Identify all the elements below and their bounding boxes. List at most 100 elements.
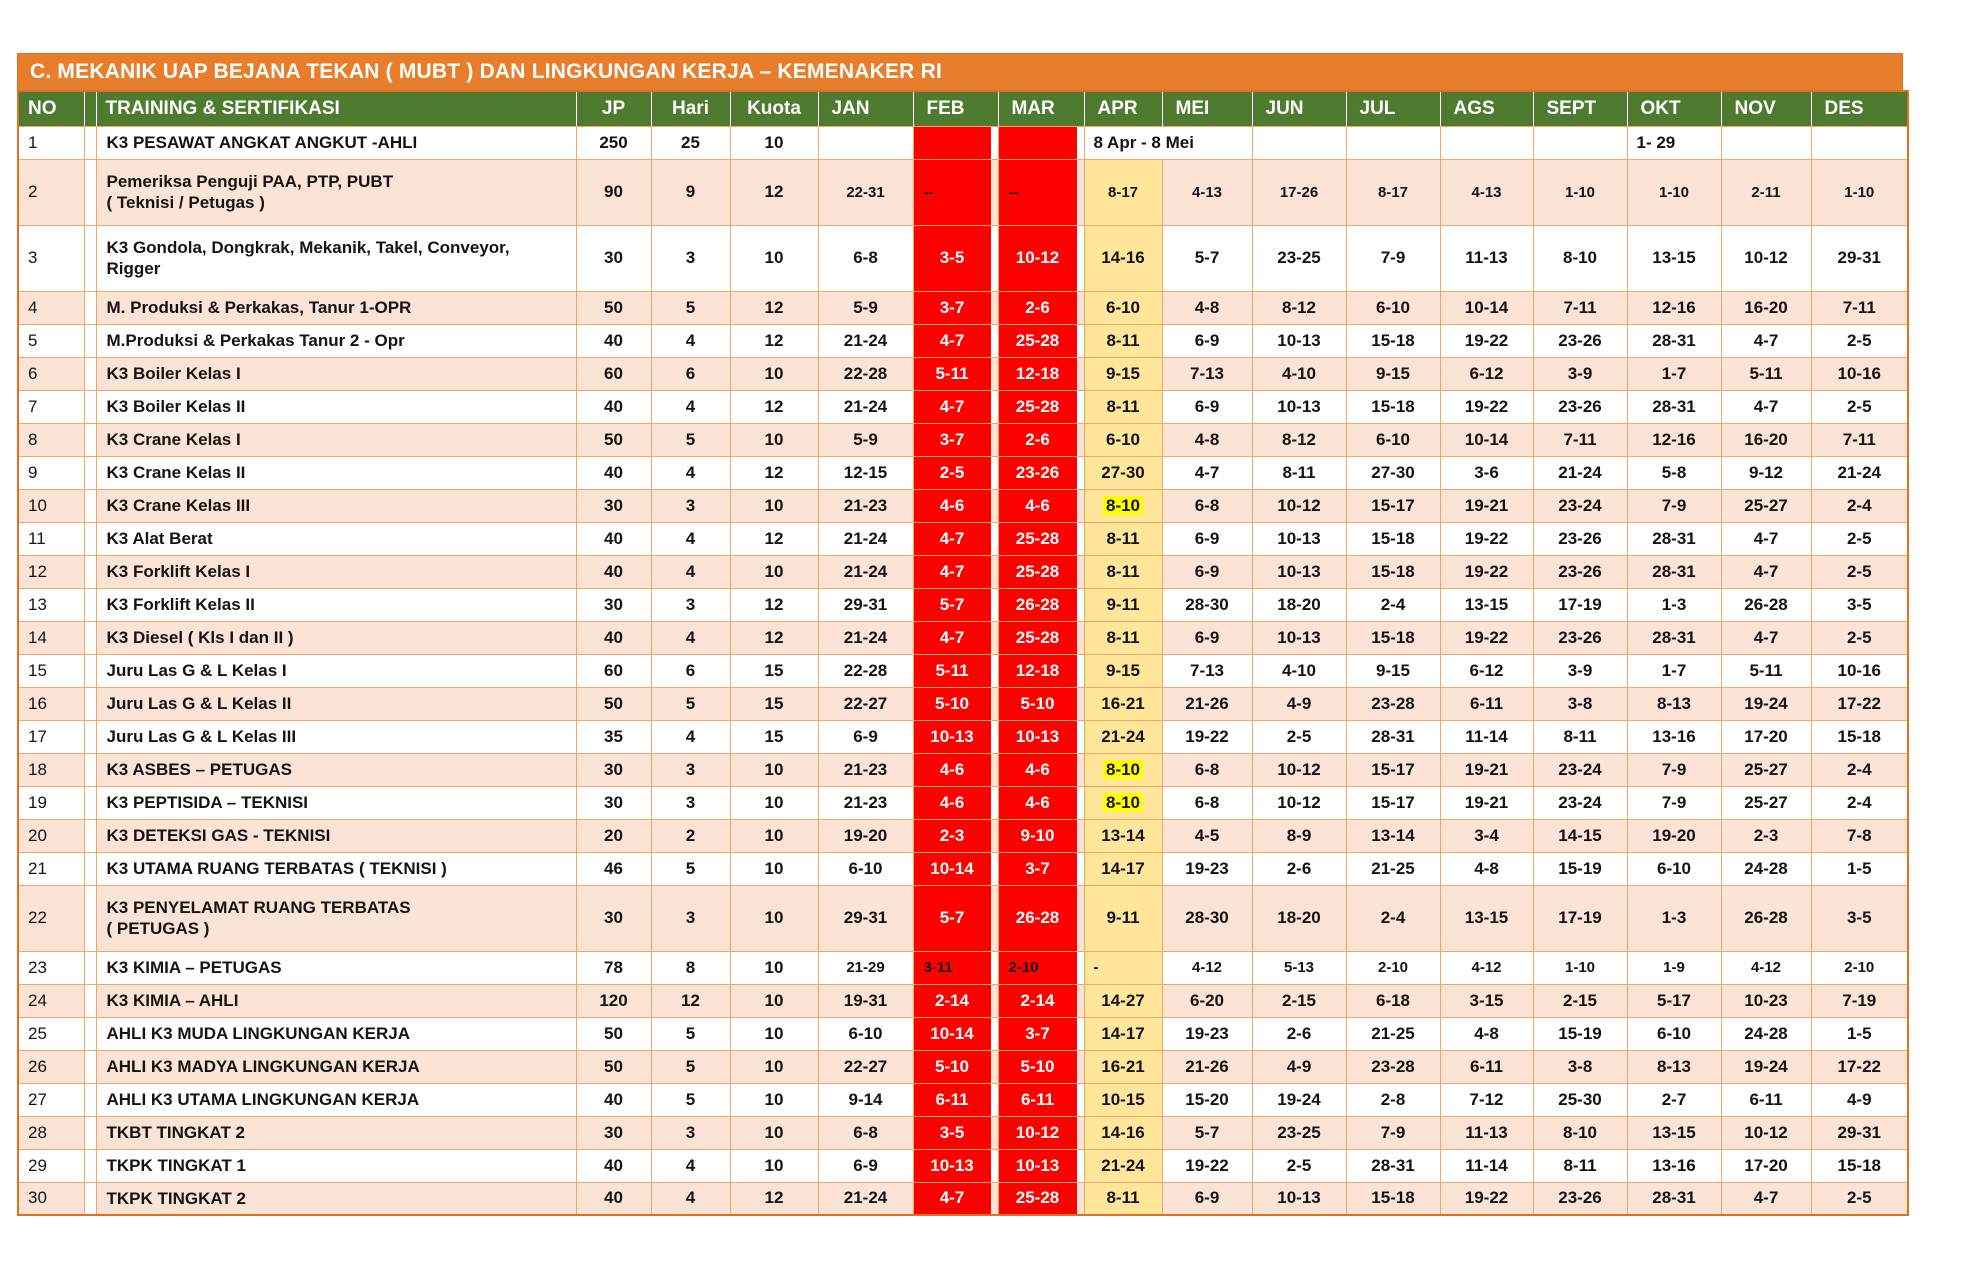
cell-des: 15-18 <box>1810 719 1909 754</box>
cell-jun: 18-20 <box>1251 884 1347 952</box>
cell-jan: 29-31 <box>817 884 914 952</box>
blocked-date-fill: 5-7 <box>914 886 991 950</box>
cell-jul: 15-17 <box>1345 488 1441 523</box>
cell-mar <box>997 125 1085 160</box>
gutter-cell <box>83 488 97 523</box>
cell-ags: 6-11 <box>1439 1049 1534 1084</box>
schedule-row-25: 25 AHLI K3 MUDA LINGKUNGAN KERJA 50 5 10 6-10… <box>17 1016 1909 1051</box>
blocked-date-fill: 3-7 <box>999 853 1077 884</box>
cell-mar: 10-13 <box>997 719 1085 754</box>
row-number: 17 <box>17 719 85 754</box>
blocked-date-fill: 5-10 <box>914 688 991 719</box>
gutter-cell <box>83 323 97 358</box>
cell-nov: 16-20 <box>1720 290 1812 325</box>
highlighted-date: 8-10 <box>1102 759 1144 779</box>
gutter-cell <box>83 785 97 820</box>
cell-apr: 8-11 <box>1083 389 1163 424</box>
cell-okt: 2-7 <box>1626 1082 1722 1117</box>
cell-okt: 1- 29 <box>1626 125 1722 160</box>
cell-ags: 7-12 <box>1439 1082 1534 1117</box>
training-name: K3 Gondola, Dongkrak, Mekanik, Takel, Co… <box>95 224 577 292</box>
cell-mar: 26-28 <box>997 587 1085 622</box>
kuota-value: 12 <box>729 158 819 226</box>
schedule-row-14: 14 K3 Diesel ( Kls I dan II ) 40 4 12 21-24 4-… <box>17 620 1909 655</box>
schedule-row-10: 10 K3 Crane Kelas III 30 3 10 21-23 4-6 4-6 8-10… <box>17 488 1909 523</box>
cell-nov: 19-24 <box>1720 686 1812 721</box>
cell-apr: 8-10 <box>1083 785 1163 820</box>
gutter-cell <box>83 752 97 787</box>
cell-jul: 23-28 <box>1345 1049 1441 1084</box>
row-number: 9 <box>17 455 85 490</box>
cell-sept: 15-19 <box>1532 851 1628 886</box>
hari-value: 5 <box>650 1016 731 1051</box>
jp-value: 250 <box>575 125 652 160</box>
cell-jan: 22-27 <box>817 686 914 721</box>
gutter-cell <box>83 1115 97 1150</box>
blocked-date-fill: 4-6 <box>914 787 991 818</box>
cell-okt: 1-9 <box>1626 950 1722 985</box>
hari-value: 4 <box>650 521 731 556</box>
cell-sept: 17-19 <box>1532 884 1628 952</box>
highlighted-date: 8-10 <box>1102 495 1144 515</box>
cell-jul: 15-18 <box>1345 554 1441 589</box>
jp-value: 50 <box>575 422 652 457</box>
cell-mei: 6-20 <box>1161 983 1253 1018</box>
cell-jan: 19-20 <box>817 818 914 853</box>
cell-mar: 2-6 <box>997 290 1085 325</box>
cell-jan: 21-24 <box>817 1181 914 1216</box>
cell-sept: 23-24 <box>1532 785 1628 820</box>
blocked-date-fill: 6-11 <box>914 1084 991 1115</box>
cell-sept: 1-10 <box>1532 950 1628 985</box>
blocked-date-fill: 26-28 <box>999 589 1077 620</box>
cell-sept: 23-26 <box>1532 554 1628 589</box>
cell-nov: 2-3 <box>1720 818 1812 853</box>
cell-jun: 4-9 <box>1251 686 1347 721</box>
table-title: C. MEKANIK UAP BEJANA TEKAN ( MUBT ) DAN… <box>17 53 1903 90</box>
cell-ags: 3-6 <box>1439 455 1534 490</box>
header-month-sept: SEPT <box>1533 91 1628 127</box>
cell-des: 2-5 <box>1810 554 1909 589</box>
row-number: 4 <box>17 290 85 325</box>
blocked-date-fill: 5-11 <box>914 358 991 389</box>
cell-jun: 4-9 <box>1251 1049 1347 1084</box>
cell-jun: 8-9 <box>1251 818 1347 853</box>
cell-sept: 7-11 <box>1532 290 1628 325</box>
hari-value: 3 <box>650 1115 731 1150</box>
cell-apr: 14-16 <box>1083 1115 1163 1150</box>
gutter-cell <box>83 1181 97 1216</box>
schedule-row-1: 1 K3 PESAWAT ANGKAT ANGKUT -AHLI 250 25 10 8 … <box>17 125 1909 160</box>
row-number: 10 <box>17 488 85 523</box>
cell-okt: 1-7 <box>1626 356 1722 391</box>
cell-apr: 9-11 <box>1083 587 1163 622</box>
header-row: NO TRAINING & SERTIFIKASI JP Hari Kuota JAN FE… <box>18 91 1909 127</box>
cell-jul: 2-4 <box>1345 587 1441 622</box>
row-number: 28 <box>17 1115 85 1150</box>
kuota-value: 10 <box>729 1016 819 1051</box>
blocked-date-fill: -- <box>914 160 991 224</box>
cell-jul: 2-10 <box>1345 950 1441 985</box>
cell-des: 7-11 <box>1810 422 1909 457</box>
cell-ags: 11-14 <box>1439 719 1534 754</box>
cell-apr: 27-30 <box>1083 455 1163 490</box>
blocked-date-fill: 26-28 <box>999 886 1077 950</box>
cell-feb: 3-7 <box>912 422 999 457</box>
cell-okt: 13-15 <box>1626 224 1722 292</box>
cell-mar: -- <box>997 158 1085 226</box>
cell-des: 1-5 <box>1810 851 1909 886</box>
gutter-cell <box>83 983 97 1018</box>
blocked-date-fill: 5-11 <box>914 655 991 686</box>
blocked-date-fill: 10-14 <box>914 853 991 884</box>
cell-jan: 6-10 <box>817 1016 914 1051</box>
training-name: AHLI K3 MUDA LINGKUNGAN KERJA <box>95 1016 577 1051</box>
cell-jun: 2-6 <box>1251 1016 1347 1051</box>
header-gutter <box>84 91 97 127</box>
schedule-row-2: 2 Pemeriksa Penguji PAA, PTP, PUBT( Tekni… <box>17 158 1909 226</box>
cell-jul: 2-4 <box>1345 884 1441 952</box>
training-name: TKPK TINGKAT 1 <box>95 1148 577 1183</box>
cell-mei: 21-26 <box>1161 686 1253 721</box>
cell-mei: 6-9 <box>1161 323 1253 358</box>
cell-okt: 8-13 <box>1626 1049 1722 1084</box>
gutter-cell <box>83 1082 97 1117</box>
cell-mei: 5-7 <box>1161 224 1253 292</box>
hari-value: 6 <box>650 653 731 688</box>
